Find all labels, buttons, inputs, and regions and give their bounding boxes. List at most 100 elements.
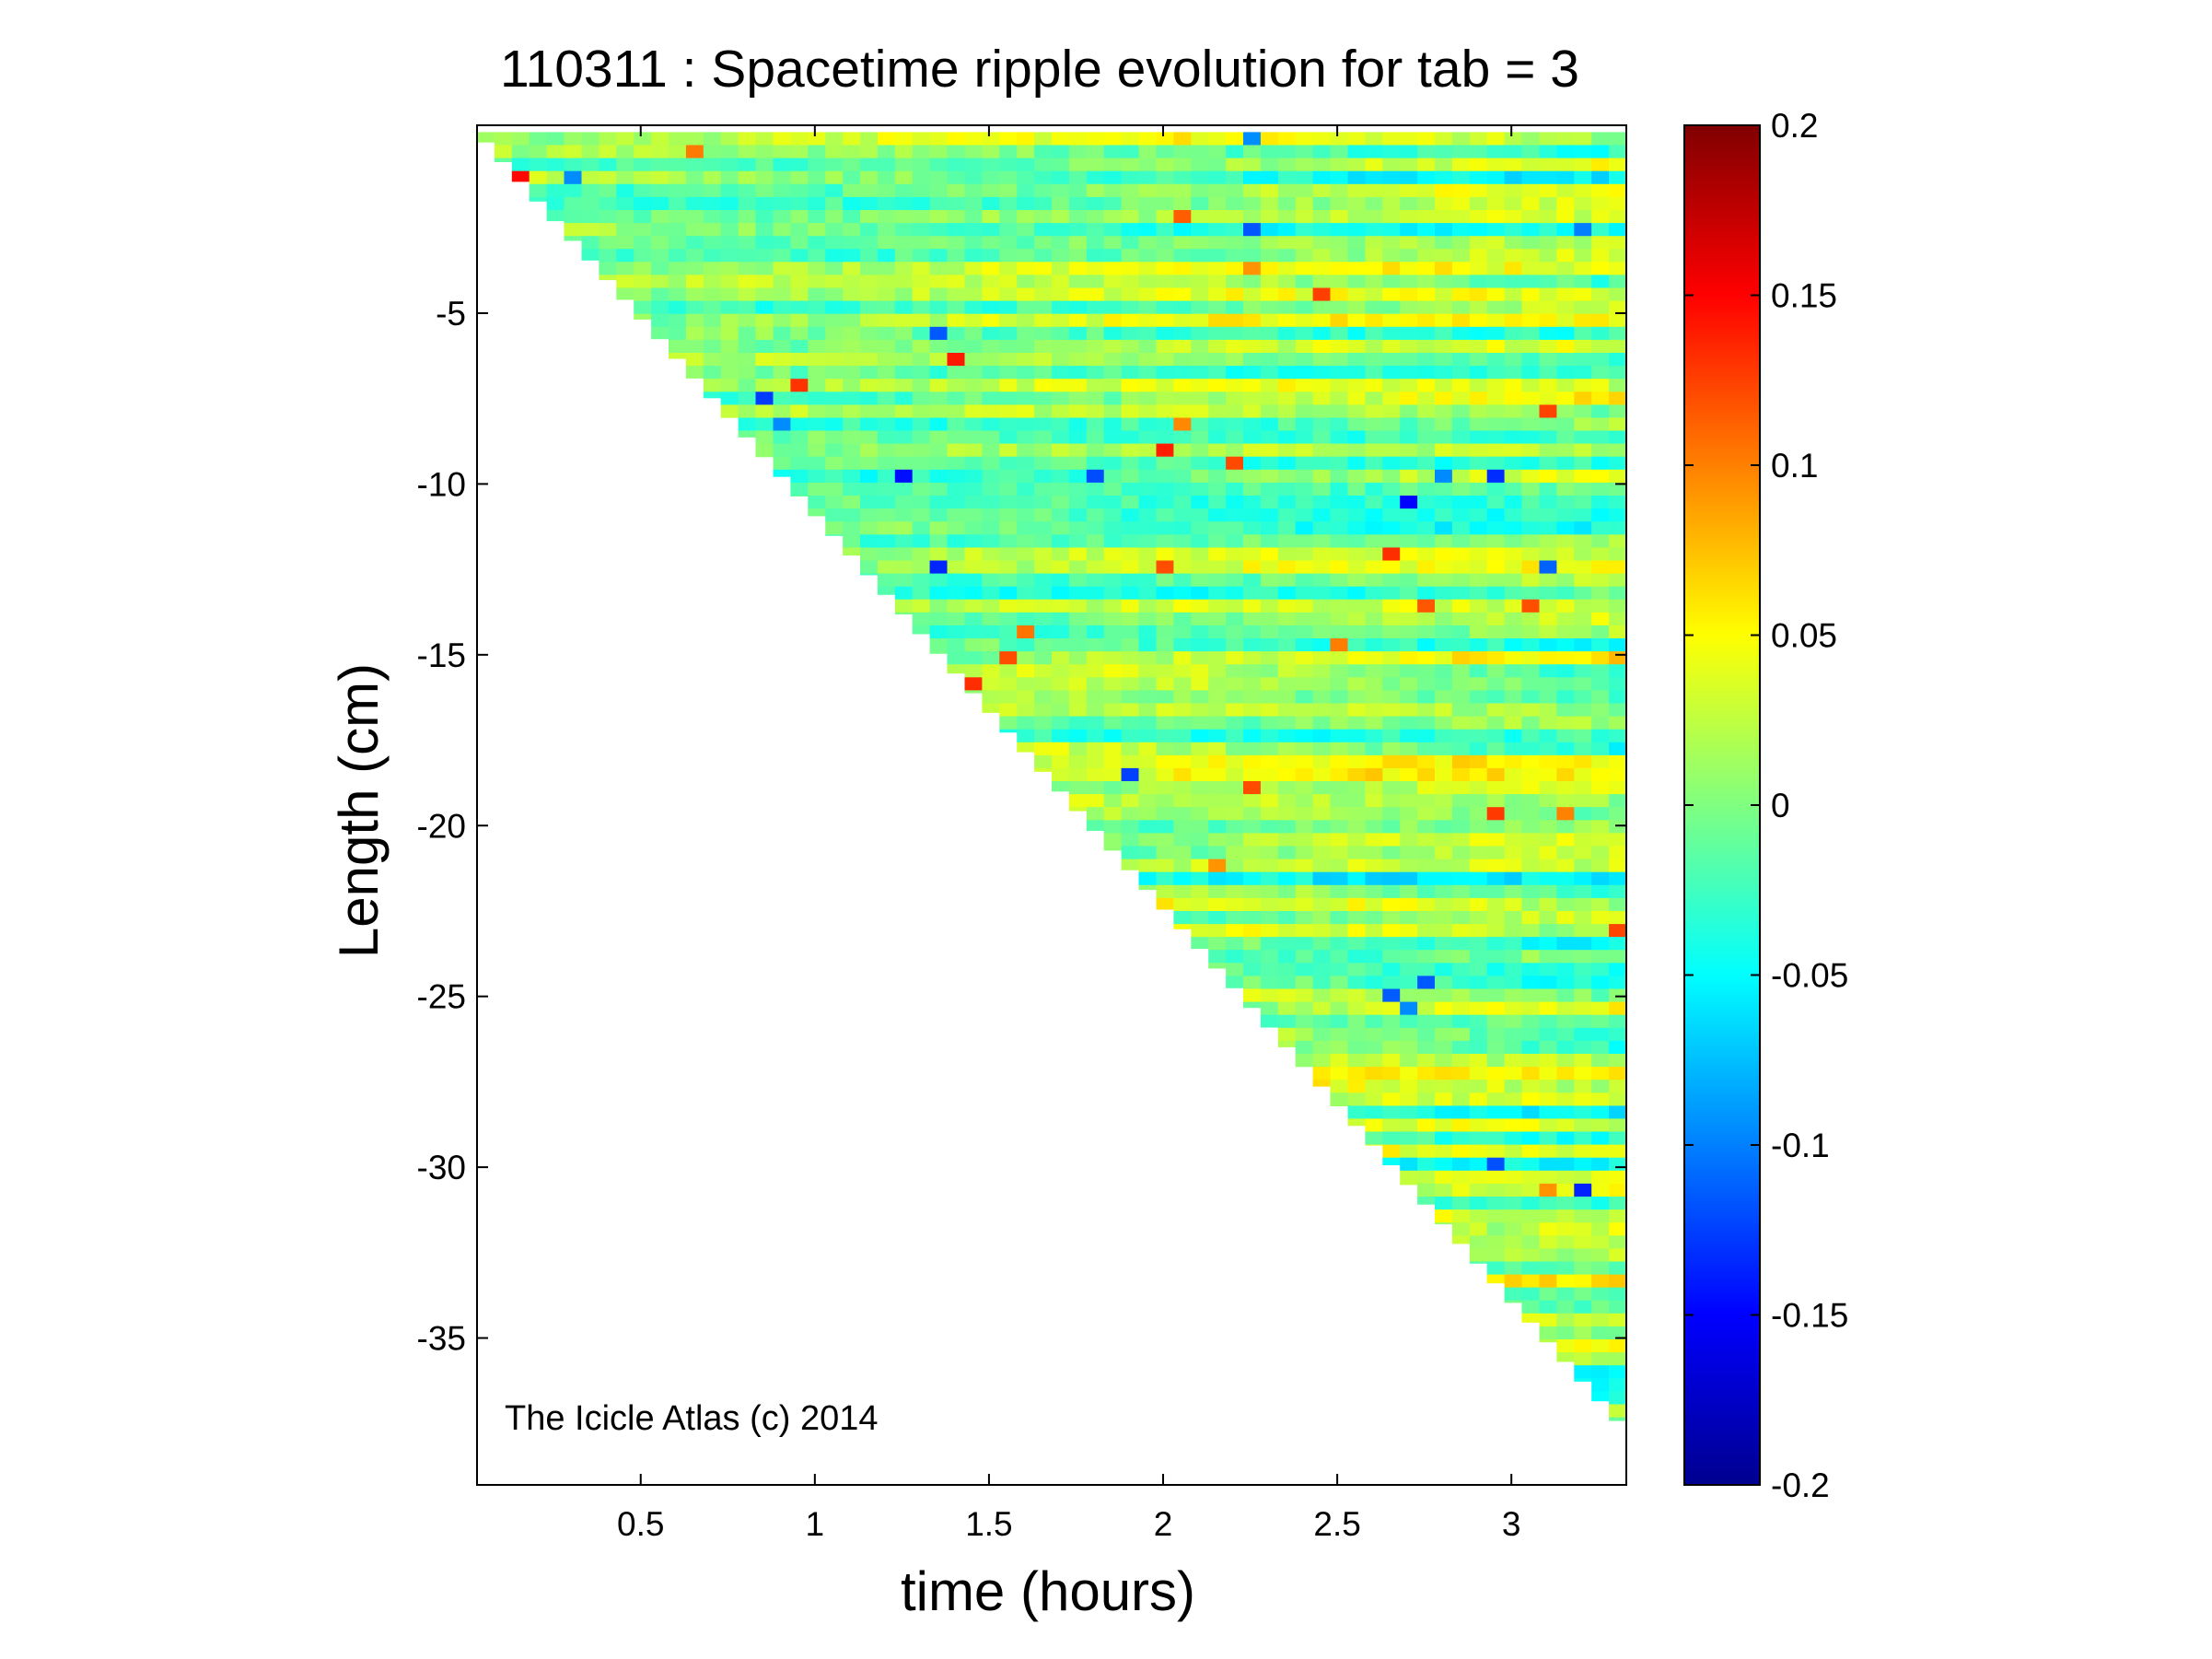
heatmap-cell [1556,521,1575,535]
heatmap-cell [1208,262,1227,275]
heatmap-cell [1365,612,1383,626]
heatmap-cell [1243,677,1262,691]
heatmap-cell [1365,469,1383,484]
heatmap-cell [1191,262,1209,275]
heatmap-cell [1295,1014,1314,1029]
heatmap-cell [1052,196,1070,211]
heatmap-cell [1034,196,1053,211]
heatmap-cell [685,236,704,250]
heatmap-cell [947,404,965,419]
heatmap-cell [1365,1105,1383,1120]
heatmap-cell [1451,625,1471,639]
heatmap-cell [1609,1080,1626,1093]
heatmap-cell [1574,1092,1592,1106]
heatmap-cell [1365,884,1383,899]
heatmap-cell [843,300,861,315]
heatmap-cell [1138,690,1157,705]
heatmap-cell [1138,612,1157,626]
heatmap-cell [755,366,774,380]
heatmap-cell [720,391,739,405]
heatmap-cell [1243,326,1262,341]
heatmap-cell [1295,924,1314,938]
heatmap-cell [999,456,1018,471]
heatmap-cell [1609,404,1626,419]
heatmap-cell [1400,612,1418,626]
heatmap-cell [1451,859,1471,873]
heatmap-cell [1347,950,1366,964]
heatmap-cell [860,534,879,548]
heatmap-cell [1365,586,1383,601]
heatmap-cell [616,196,634,211]
heatmap-cell [773,183,791,198]
heatmap-cell [843,196,861,211]
heatmap-cell [529,170,548,185]
heatmap-cell [564,236,582,241]
heatmap-cell [1556,1092,1575,1106]
heatmap-cell [1260,275,1279,289]
heatmap-cell [1330,210,1348,224]
heatmap-cell [616,262,634,275]
heatmap-cell [1260,924,1279,938]
heatmap-cell [651,132,669,146]
heatmap-cell [1556,651,1575,665]
heatmap-cell [1330,677,1348,691]
heatmap-cell [1382,547,1401,562]
heatmap-cell [1435,1054,1453,1068]
heatmap-cell [1312,1040,1332,1055]
heatmap-cell [1486,911,1506,925]
heatmap-cell [1591,1170,1610,1185]
heatmap-cell [1521,599,1540,613]
heatmap-cell [825,508,844,522]
heatmap-cell [1208,417,1227,432]
heatmap-cell [1330,443,1348,458]
heatmap-cell [1486,767,1506,782]
heatmap-cell [1034,183,1053,198]
heatmap-cell [1574,456,1592,471]
heatmap-cell [755,210,774,224]
heatmap-cell [1086,249,1105,263]
heatmap-cell [1556,262,1575,275]
heatmap-cell [1156,469,1174,484]
heatmap-cell [1521,937,1540,951]
heatmap-cell [982,275,1000,289]
heatmap-cell [1469,1261,1488,1264]
heatmap-cell [1591,612,1610,626]
heatmap-cell [1435,871,1453,886]
heatmap-cell [1121,170,1140,185]
heatmap-cell [1277,366,1297,380]
heatmap-cell [1191,924,1209,938]
heatmap-cell [1156,651,1174,665]
heatmap-cell [1121,236,1140,250]
heatmap-cell [1208,339,1227,354]
heatmap-cell [1173,145,1192,159]
heatmap-cell [999,262,1018,275]
heatmap-cell [1017,313,1035,328]
heatmap-cell [1330,300,1348,315]
heatmap-cell [1435,482,1453,497]
heatmap-cell [1052,456,1070,471]
heatmap-cell [1173,846,1192,860]
heatmap-cell [1330,729,1348,743]
heatmap-cell [1277,353,1297,367]
heatmap-cell [1435,469,1453,484]
heatmap-cell [1504,664,1523,678]
heatmap-cell [1191,508,1209,522]
heatmap-cell [1504,1067,1523,1081]
heatmap-cell [1417,767,1436,782]
heatmap-cell [1034,625,1053,639]
heatmap-cell [843,547,861,556]
heatmap-cell [1226,456,1244,471]
heatmap-cell [1226,833,1244,847]
heatmap-cell [1226,534,1244,548]
heatmap-cell [1295,833,1314,847]
heatmap-cell [1400,287,1418,302]
heatmap-cell [1347,275,1366,289]
heatmap-cell [1103,534,1123,548]
heatmap-cell [1469,794,1488,808]
heatmap-cell [1609,911,1626,925]
heatmap-cell [1017,521,1035,535]
heatmap-cell [1330,430,1348,445]
heatmap-cell [1486,404,1506,419]
heatmap-cell [1400,366,1418,380]
heatmap-cell [1435,807,1453,821]
